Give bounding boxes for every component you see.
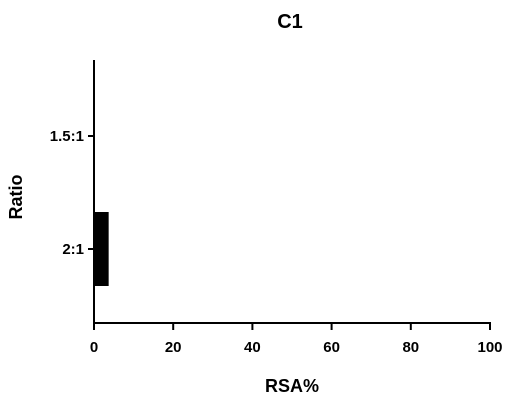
- x-tick-label-1: 20: [165, 339, 182, 356]
- x-axis-title: RSA%: [265, 376, 319, 396]
- bars-group: [94, 212, 109, 286]
- x-tick-label-0: 0: [90, 339, 98, 356]
- chart-title: C1: [277, 11, 303, 33]
- x-tick-label-4: 80: [402, 339, 419, 356]
- y-ticks-group: 1.5:1 2:1: [50, 128, 94, 258]
- x-ticks-group: 0 20 40 60 80 100: [90, 323, 503, 356]
- y-axis-title: Ratio: [6, 174, 26, 219]
- x-tick-label-3: 60: [323, 339, 340, 356]
- x-tick-label-5: 100: [477, 339, 502, 356]
- y-tick-label-1: 2:1: [62, 241, 84, 258]
- y-tick-label-0: 1.5:1: [50, 128, 84, 145]
- bar-1: [94, 212, 109, 286]
- x-tick-label-2: 40: [244, 339, 261, 356]
